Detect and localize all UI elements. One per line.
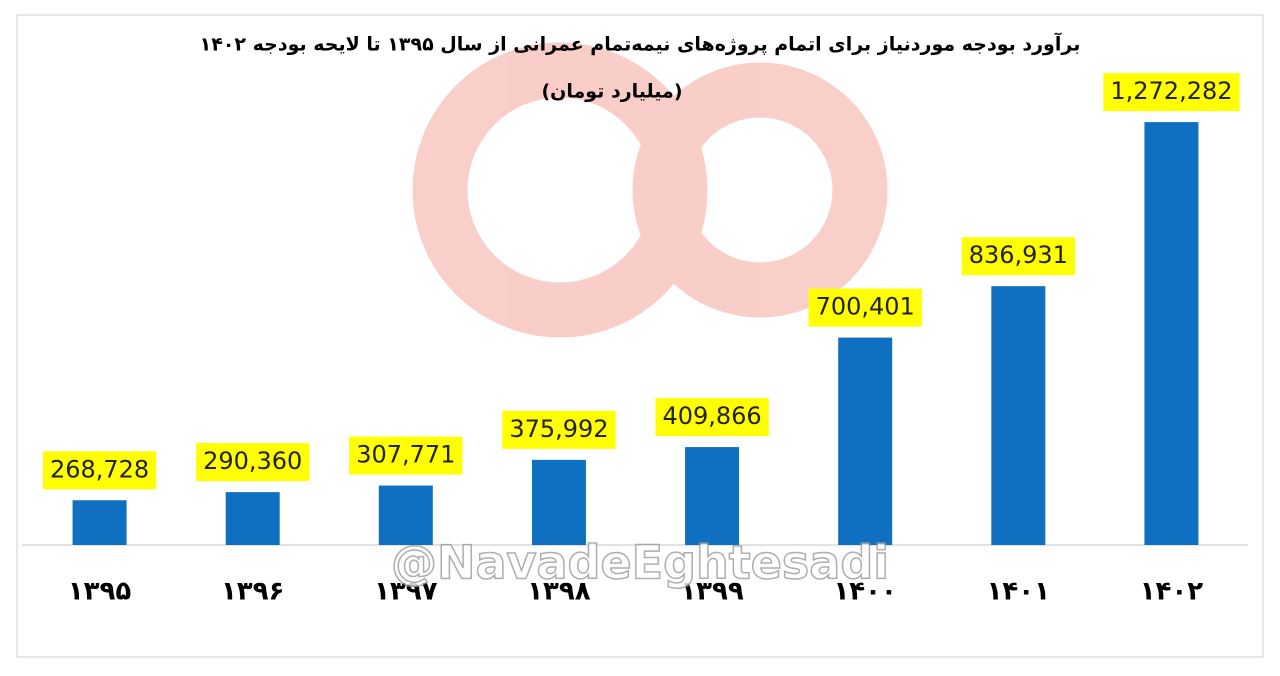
label-box: [196, 443, 310, 482]
value-label: 1,272,282: [1110, 77, 1232, 105]
bar: [685, 447, 740, 545]
label-box: [655, 398, 769, 437]
x-tick-label: ۱۴۰۱: [987, 577, 1050, 607]
bar: [1144, 122, 1199, 545]
bar: [838, 337, 893, 545]
label-box: [808, 288, 922, 327]
label-box: [502, 410, 616, 449]
value-label: 290,360: [203, 447, 302, 475]
value-label: 700,401: [816, 293, 915, 321]
chart-title: برآورد بودجه موردنیاز برای اتمام پروژه‌ه…: [200, 32, 1081, 56]
label-box: [961, 237, 1075, 276]
x-tick-label: ۱۴۰۲: [1140, 577, 1204, 607]
label-box: [42, 451, 157, 490]
bar: [225, 492, 280, 545]
x-tick-label: ۱۴۰۰: [833, 577, 896, 607]
chart-frame: [16, 14, 1264, 658]
value-label: 268,728: [50, 455, 149, 483]
label-box: [1103, 73, 1240, 112]
watermark: @NavadeEghtesadi: [391, 536, 889, 590]
bar: [991, 286, 1046, 545]
x-tick-label: ۱۳۹۹: [680, 577, 744, 607]
value-label: 375,992: [509, 415, 608, 443]
value-label: 836,931: [969, 241, 1068, 269]
value-label: 409,866: [662, 402, 761, 430]
bar: [378, 485, 433, 545]
x-tick-label: ۱۳۹۷: [374, 577, 438, 607]
logo-watermark: [412, 42, 888, 338]
x-tick-label: ۱۳۹۵: [68, 577, 132, 607]
value-label: 307,771: [356, 441, 455, 469]
label-box: [349, 436, 463, 475]
bar: [531, 459, 586, 545]
x-tick-label: ۱۳۹۶: [221, 577, 284, 607]
chart-subtitle: (میلیارد تومان): [542, 81, 683, 103]
bar: [72, 500, 127, 545]
x-tick-label: ۱۳۹۸: [527, 577, 591, 607]
